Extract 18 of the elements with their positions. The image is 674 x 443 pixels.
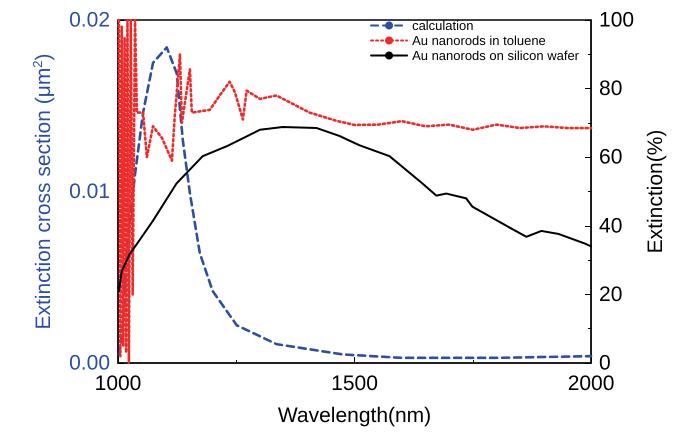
x-tick-label: 1500 (331, 372, 378, 395)
legend-label: calculation (412, 18, 474, 33)
y-tick-label: 0.00 (69, 352, 110, 374)
x-tick-label: 2000 (568, 372, 614, 395)
legend-label: Au nanorods on silicon wafer (412, 48, 580, 63)
y2-tick-label: 0 (599, 352, 611, 374)
y-tick-label: 0.01 (69, 180, 110, 203)
y2-tick-label: 20 (599, 282, 622, 306)
y2-tick-label: 100 (599, 8, 634, 32)
x-axis-title: Wavelength(nm) (278, 404, 432, 427)
x-tick-label: 1000 (94, 372, 142, 395)
y2-tick-label: 60 (599, 146, 622, 169)
y2-tick-label: 40 (599, 214, 622, 238)
legend-label: Au nanorods in toluene (412, 33, 546, 48)
y-axis-title: Extinction cross section (μm2) (30, 53, 55, 330)
y-tick-label: 0.02 (69, 8, 110, 32)
y2-tick-label: 80 (599, 77, 622, 100)
y2-axis-title: Extinction(%) (644, 130, 667, 254)
